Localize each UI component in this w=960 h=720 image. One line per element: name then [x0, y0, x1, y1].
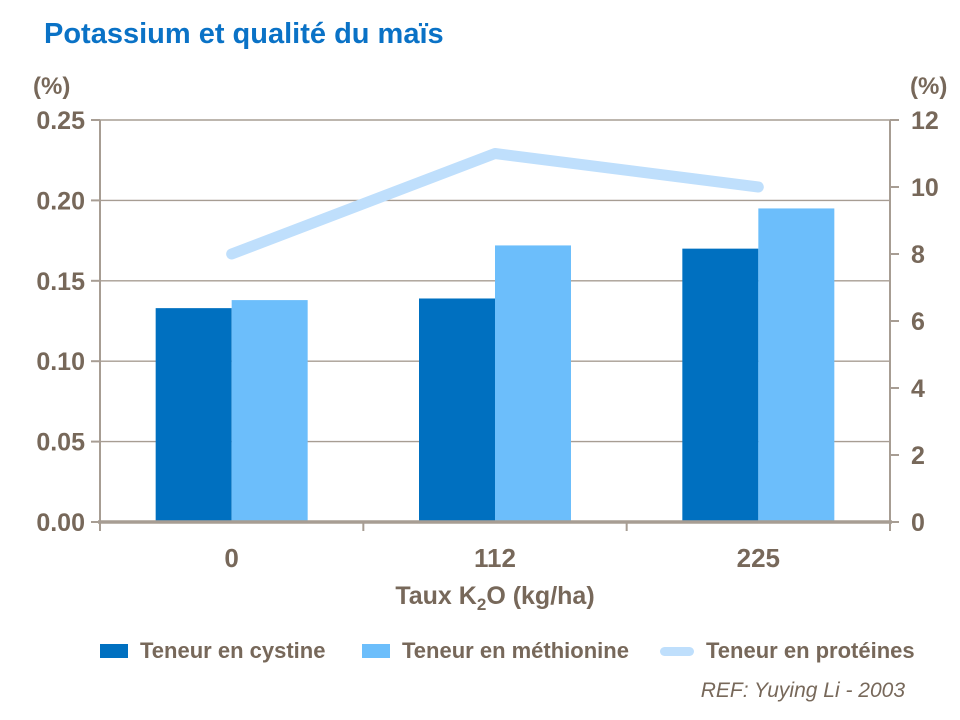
category-label: 0 — [224, 543, 238, 573]
left-axis-tick-label: 0.25 — [36, 107, 85, 135]
right-axis-tick-label: 12 — [911, 107, 939, 135]
bar-methionine-112 — [495, 245, 571, 522]
right-axis-tick-label: 8 — [911, 241, 925, 269]
legend-item-proteines: Teneur en protéines — [660, 638, 915, 664]
bar-cystine-112 — [419, 298, 495, 522]
left-axis-tick-label: 0.05 — [36, 429, 85, 457]
proteines-line — [226, 148, 764, 260]
bar-methionine-0 — [231, 300, 308, 522]
left-axis-tick-label: 0.20 — [36, 187, 85, 215]
cystine-legend-swatch — [100, 644, 128, 658]
left-axis-tick-label: 0.15 — [36, 268, 85, 296]
x-axis-title: Taux K2O (kg/ha) — [100, 582, 890, 615]
methionine-legend-label: Teneur en méthionine — [402, 638, 629, 663]
right-axis-tick-label: 4 — [911, 375, 925, 403]
bar-cystine-225 — [682, 248, 759, 522]
reference-text: REF: Yuying Li - 2003 — [700, 679, 905, 702]
right-axis-tick-label: 2 — [911, 442, 925, 470]
legend-item-cystine: Teneur en cystine — [100, 638, 325, 664]
legend-item-methionine: Teneur en méthionine — [362, 638, 629, 664]
chart-title: Potassium et qualité du maïs — [44, 18, 444, 50]
right-axis-tick-label: 0 — [911, 509, 925, 537]
x-axis-title-post: O (kg/ha) — [486, 582, 595, 610]
x-axis-title-pre: Taux K — [395, 582, 477, 610]
right-axis-tick-label: 6 — [911, 308, 925, 336]
cystine-legend-label: Teneur en cystine — [140, 638, 326, 663]
proteines-legend-label: Teneur en protéines — [706, 638, 915, 663]
x-axis-title-subscript: 2 — [476, 595, 487, 614]
bar-methionine-225 — [758, 208, 835, 522]
left-axis-unit-label: (%) — [33, 73, 71, 100]
right-axis-tick-label: 10 — [911, 174, 939, 202]
right-axis-unit-label: (%) — [910, 73, 948, 100]
left-axis-tick-label: 0.00 — [36, 509, 85, 537]
bar-cystine-0 — [155, 308, 232, 522]
proteines-legend-swatch — [660, 646, 694, 656]
left-axis-tick-label: 0.10 — [36, 348, 85, 376]
category-label: 112 — [474, 543, 516, 573]
category-label: 225 — [737, 543, 780, 573]
methionine-legend-swatch — [362, 644, 390, 658]
